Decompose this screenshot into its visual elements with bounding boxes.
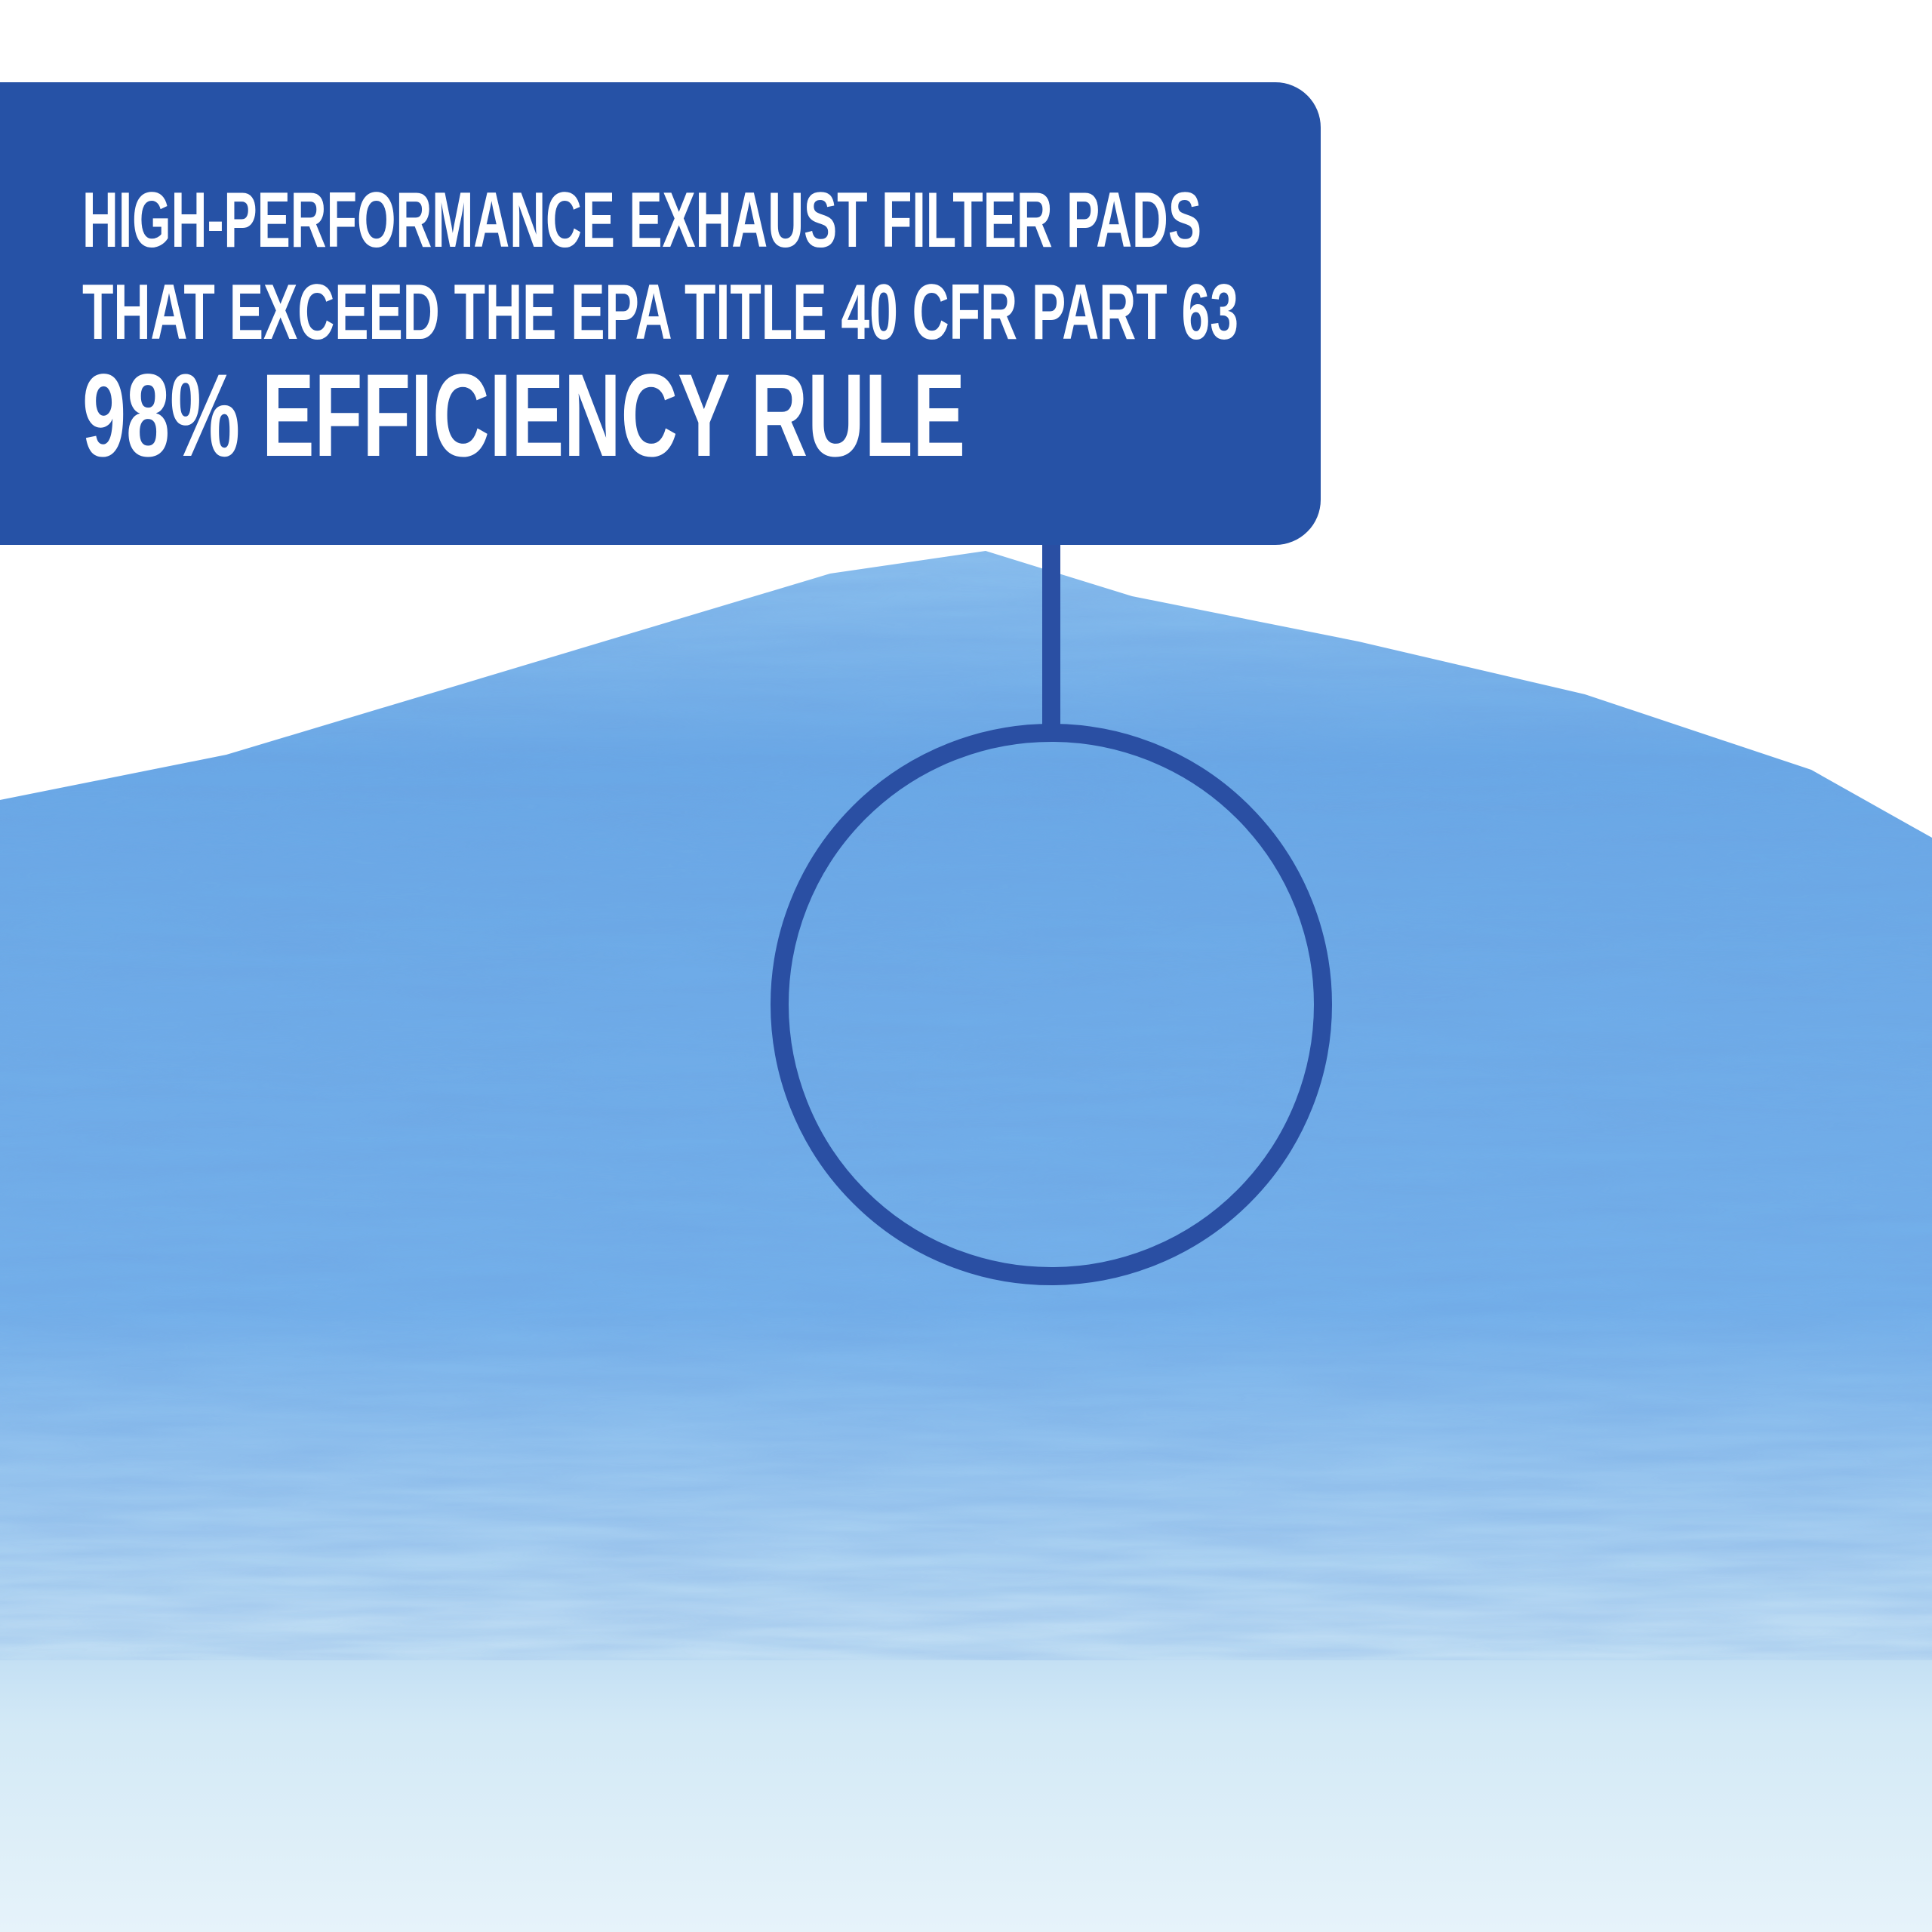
headline-line-2: THAT EXCEED THE EPA TITLE 40 CFR PART 63 (82, 269, 1238, 356)
headline-banner (0, 82, 1321, 545)
headline-line-3: 98% EFFICIENCY RULE (82, 350, 965, 481)
headline-line-1: HIGH-PERFORMANCE EXHAUST FILTER PADS (82, 177, 1201, 264)
filter-pad-fiber-texture (0, 551, 1932, 1660)
callout-circle (771, 724, 1332, 1285)
